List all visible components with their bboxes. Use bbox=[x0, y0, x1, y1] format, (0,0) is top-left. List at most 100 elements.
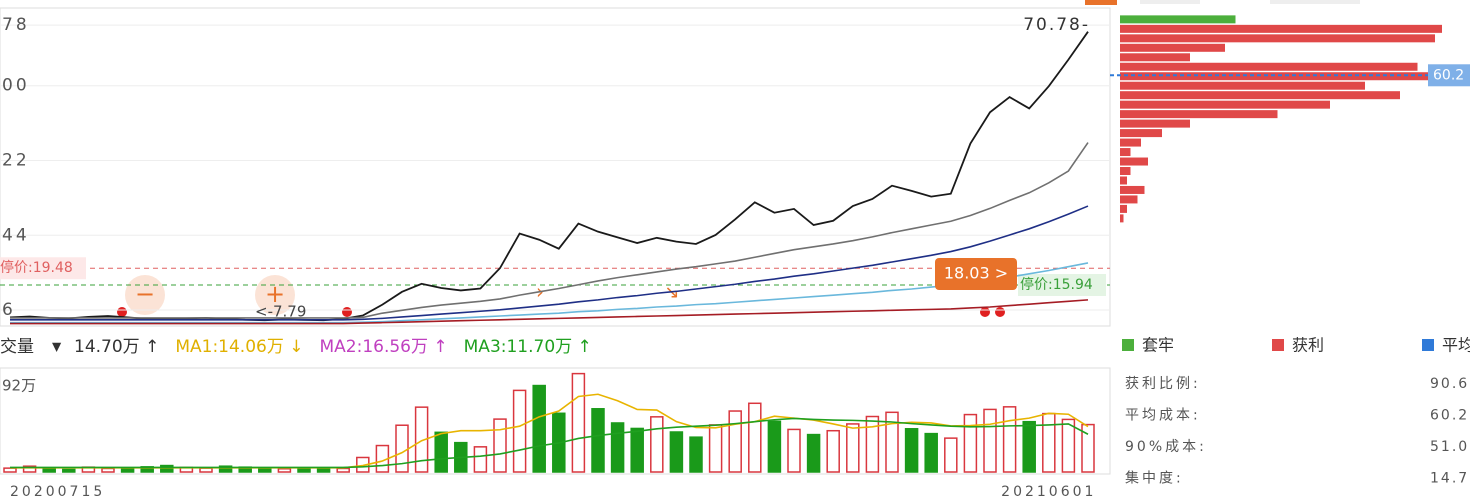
volume-bar bbox=[120, 468, 135, 473]
stat-label: 获利比例: bbox=[1125, 376, 1201, 392]
volume-bar bbox=[748, 402, 762, 473]
dot bbox=[117, 307, 127, 317]
volume-bar bbox=[806, 433, 821, 473]
stat-label: 集中度: bbox=[1125, 470, 1184, 487]
volume-bar bbox=[218, 465, 233, 473]
chip-bar bbox=[1120, 100, 1330, 109]
volume-bar bbox=[493, 418, 507, 473]
volume-bar bbox=[865, 415, 880, 473]
volume-bar bbox=[22, 465, 37, 473]
volume-dropdown[interactable]: ▼ bbox=[52, 340, 62, 354]
chip-bar bbox=[1120, 81, 1365, 90]
legend-swatch bbox=[1122, 339, 1134, 351]
volume-bar bbox=[924, 432, 938, 473]
legend-swatch bbox=[1272, 339, 1284, 351]
volume-bar bbox=[277, 468, 292, 473]
tab[interactable] bbox=[1140, 0, 1200, 4]
line bbox=[10, 417, 1089, 469]
chip-bar bbox=[1120, 138, 1141, 147]
chip-bar bbox=[1120, 185, 1145, 194]
volume-panel bbox=[0, 367, 1111, 475]
price-panel bbox=[0, 7, 1111, 327]
volume-bar bbox=[336, 467, 350, 473]
badge: 18.03 > bbox=[944, 264, 1008, 283]
stat-label: 90%成本: bbox=[1125, 439, 1207, 455]
volume-bar bbox=[532, 384, 546, 473]
volume-bar bbox=[983, 408, 997, 473]
volume-bar bbox=[1022, 420, 1036, 473]
y-tick-label: 78 bbox=[2, 15, 30, 35]
chip-bar bbox=[1120, 204, 1127, 213]
stop-label-bg bbox=[0, 257, 86, 280]
dot bbox=[995, 307, 1005, 317]
stat-value: 51.08-68.6 bbox=[1430, 439, 1470, 455]
chip-bar bbox=[1120, 110, 1278, 119]
stop-label-bg bbox=[1018, 274, 1106, 297]
avg-cost-label: 60.2 bbox=[1433, 67, 1464, 83]
chip-bar bbox=[1120, 176, 1127, 185]
buy-icon: + bbox=[265, 280, 285, 308]
volume-bar bbox=[42, 468, 56, 473]
x-tick-label: 20210601 bbox=[1001, 484, 1096, 500]
chip-bar bbox=[1120, 119, 1190, 128]
volume-bar bbox=[101, 467, 115, 473]
volume-bar bbox=[297, 468, 311, 473]
stat-label: 平均成本: bbox=[1125, 408, 1201, 424]
volume-bar bbox=[963, 413, 978, 473]
volume-bar bbox=[199, 467, 213, 473]
volume-top-label: 92万 bbox=[2, 377, 36, 395]
chip-bar bbox=[1120, 53, 1190, 62]
volume-legend: MA2:16.56万 ↑ bbox=[319, 337, 447, 357]
sell-icon: − bbox=[135, 280, 155, 308]
chip-bar bbox=[1120, 148, 1131, 157]
y-tick-label: 00 bbox=[2, 76, 30, 96]
volume-bar bbox=[846, 423, 860, 473]
volume-bar bbox=[689, 436, 703, 473]
y-tick-label: 22 bbox=[2, 150, 30, 170]
volume-bar bbox=[708, 424, 723, 473]
tab[interactable] bbox=[1270, 0, 1360, 4]
volume-bar bbox=[473, 446, 488, 473]
volume-bar bbox=[434, 431, 448, 473]
tab[interactable] bbox=[1085, 0, 1117, 5]
low-label: <-7.79 bbox=[255, 303, 306, 321]
line bbox=[10, 142, 1089, 319]
dot bbox=[342, 307, 352, 317]
chip-bar bbox=[1120, 34, 1435, 43]
volume-bar bbox=[630, 427, 644, 473]
volume-bar bbox=[1061, 418, 1076, 473]
volume-bar bbox=[258, 467, 272, 473]
high-label: 70.78- bbox=[1023, 15, 1090, 35]
volume-bar bbox=[610, 422, 625, 473]
volume-bar bbox=[62, 468, 76, 473]
volume-bar bbox=[728, 410, 742, 473]
stat-value: 60.2 bbox=[1430, 408, 1469, 424]
chip-bar bbox=[1120, 157, 1148, 166]
volume-bar bbox=[885, 411, 899, 473]
volume-label: 交量 bbox=[0, 337, 34, 357]
volume-bar bbox=[512, 389, 527, 473]
badge-bg bbox=[935, 258, 1017, 290]
volume-bar bbox=[669, 431, 684, 473]
volume-bar bbox=[1042, 412, 1056, 473]
chip-bar bbox=[1120, 129, 1162, 138]
chip-bar bbox=[1120, 195, 1138, 204]
volume-bar bbox=[591, 408, 605, 473]
volume-bar bbox=[571, 372, 586, 473]
volume-bar bbox=[767, 420, 782, 473]
stop-label: 停价:15.94 bbox=[1020, 276, 1093, 293]
volume-bar bbox=[787, 428, 801, 473]
chip-bar bbox=[1120, 91, 1400, 100]
x-tick-label: 20200715 bbox=[10, 484, 105, 500]
volume-legend: MA3:11.70万 ↑ bbox=[464, 337, 592, 357]
chip-bar bbox=[1120, 43, 1225, 52]
stat-value: 14.70 bbox=[1430, 471, 1470, 487]
chip-bar bbox=[1120, 24, 1442, 33]
legend-label: 获利 bbox=[1292, 336, 1324, 355]
volume-bar bbox=[826, 429, 840, 473]
avg-cost-bg bbox=[1428, 64, 1470, 87]
line bbox=[10, 262, 1089, 324]
y-tick-label: 6 bbox=[2, 300, 16, 320]
chip-bar bbox=[1120, 15, 1236, 24]
